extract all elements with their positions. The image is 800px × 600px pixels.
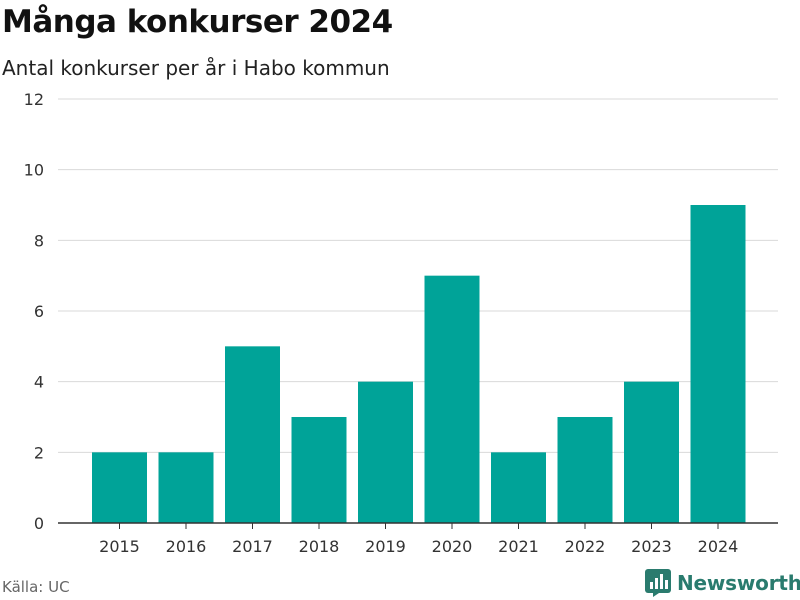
chart-subtitle: Antal konkurser per år i Habo kommun — [2, 56, 390, 80]
x-tick-label: 2023 — [631, 537, 672, 556]
x-tick-label: 2021 — [498, 537, 539, 556]
bar-2018[interactable] — [291, 417, 347, 523]
y-tick-label: 6 — [34, 302, 44, 321]
x-tick-label: 2016 — [166, 537, 207, 556]
bar-2021[interactable] — [491, 452, 546, 523]
y-tick-label: 4 — [34, 373, 44, 392]
source-note: Källa: UC — [2, 578, 70, 596]
brand-name: Newsworthy — [677, 571, 800, 595]
bar-2020[interactable] — [424, 275, 480, 523]
x-tick-label: 2022 — [565, 537, 606, 556]
x-tick-label: 2017 — [232, 537, 273, 556]
x-tick-label: 2020 — [432, 537, 473, 556]
brand-logo[interactable]: Newsworthy — [645, 569, 800, 597]
y-axis: 0 2 4 6 8 10 12 — [24, 90, 44, 533]
x-tick-label: 2018 — [299, 537, 340, 556]
y-tick-label: 2 — [34, 443, 44, 462]
x-axis: 2015 2016 2017 2018 2019 2020 2021 2022 2023 2024 — [58, 522, 778, 556]
bar-2015[interactable] — [92, 452, 147, 523]
y-tick-label: 12 — [24, 90, 44, 109]
y-tick-label: 8 — [34, 231, 44, 250]
bar-2019[interactable] — [358, 381, 413, 523]
x-tick-label: 2015 — [99, 537, 140, 556]
chart-title: Många konkurser 2024 — [2, 4, 393, 40]
bar-2024[interactable] — [690, 205, 746, 523]
y-tick-label: 0 — [34, 514, 44, 533]
newsworthy-logo-icon — [645, 569, 671, 597]
x-tick-label: 2019 — [365, 537, 406, 556]
bar-2022[interactable] — [557, 417, 613, 523]
bar-2023[interactable] — [624, 381, 679, 523]
bar-2016[interactable] — [158, 452, 214, 523]
x-tick-label: 2024 — [698, 537, 739, 556]
bars — [92, 205, 746, 523]
y-tick-label: 10 — [24, 161, 44, 180]
bar-2017[interactable] — [225, 346, 280, 523]
